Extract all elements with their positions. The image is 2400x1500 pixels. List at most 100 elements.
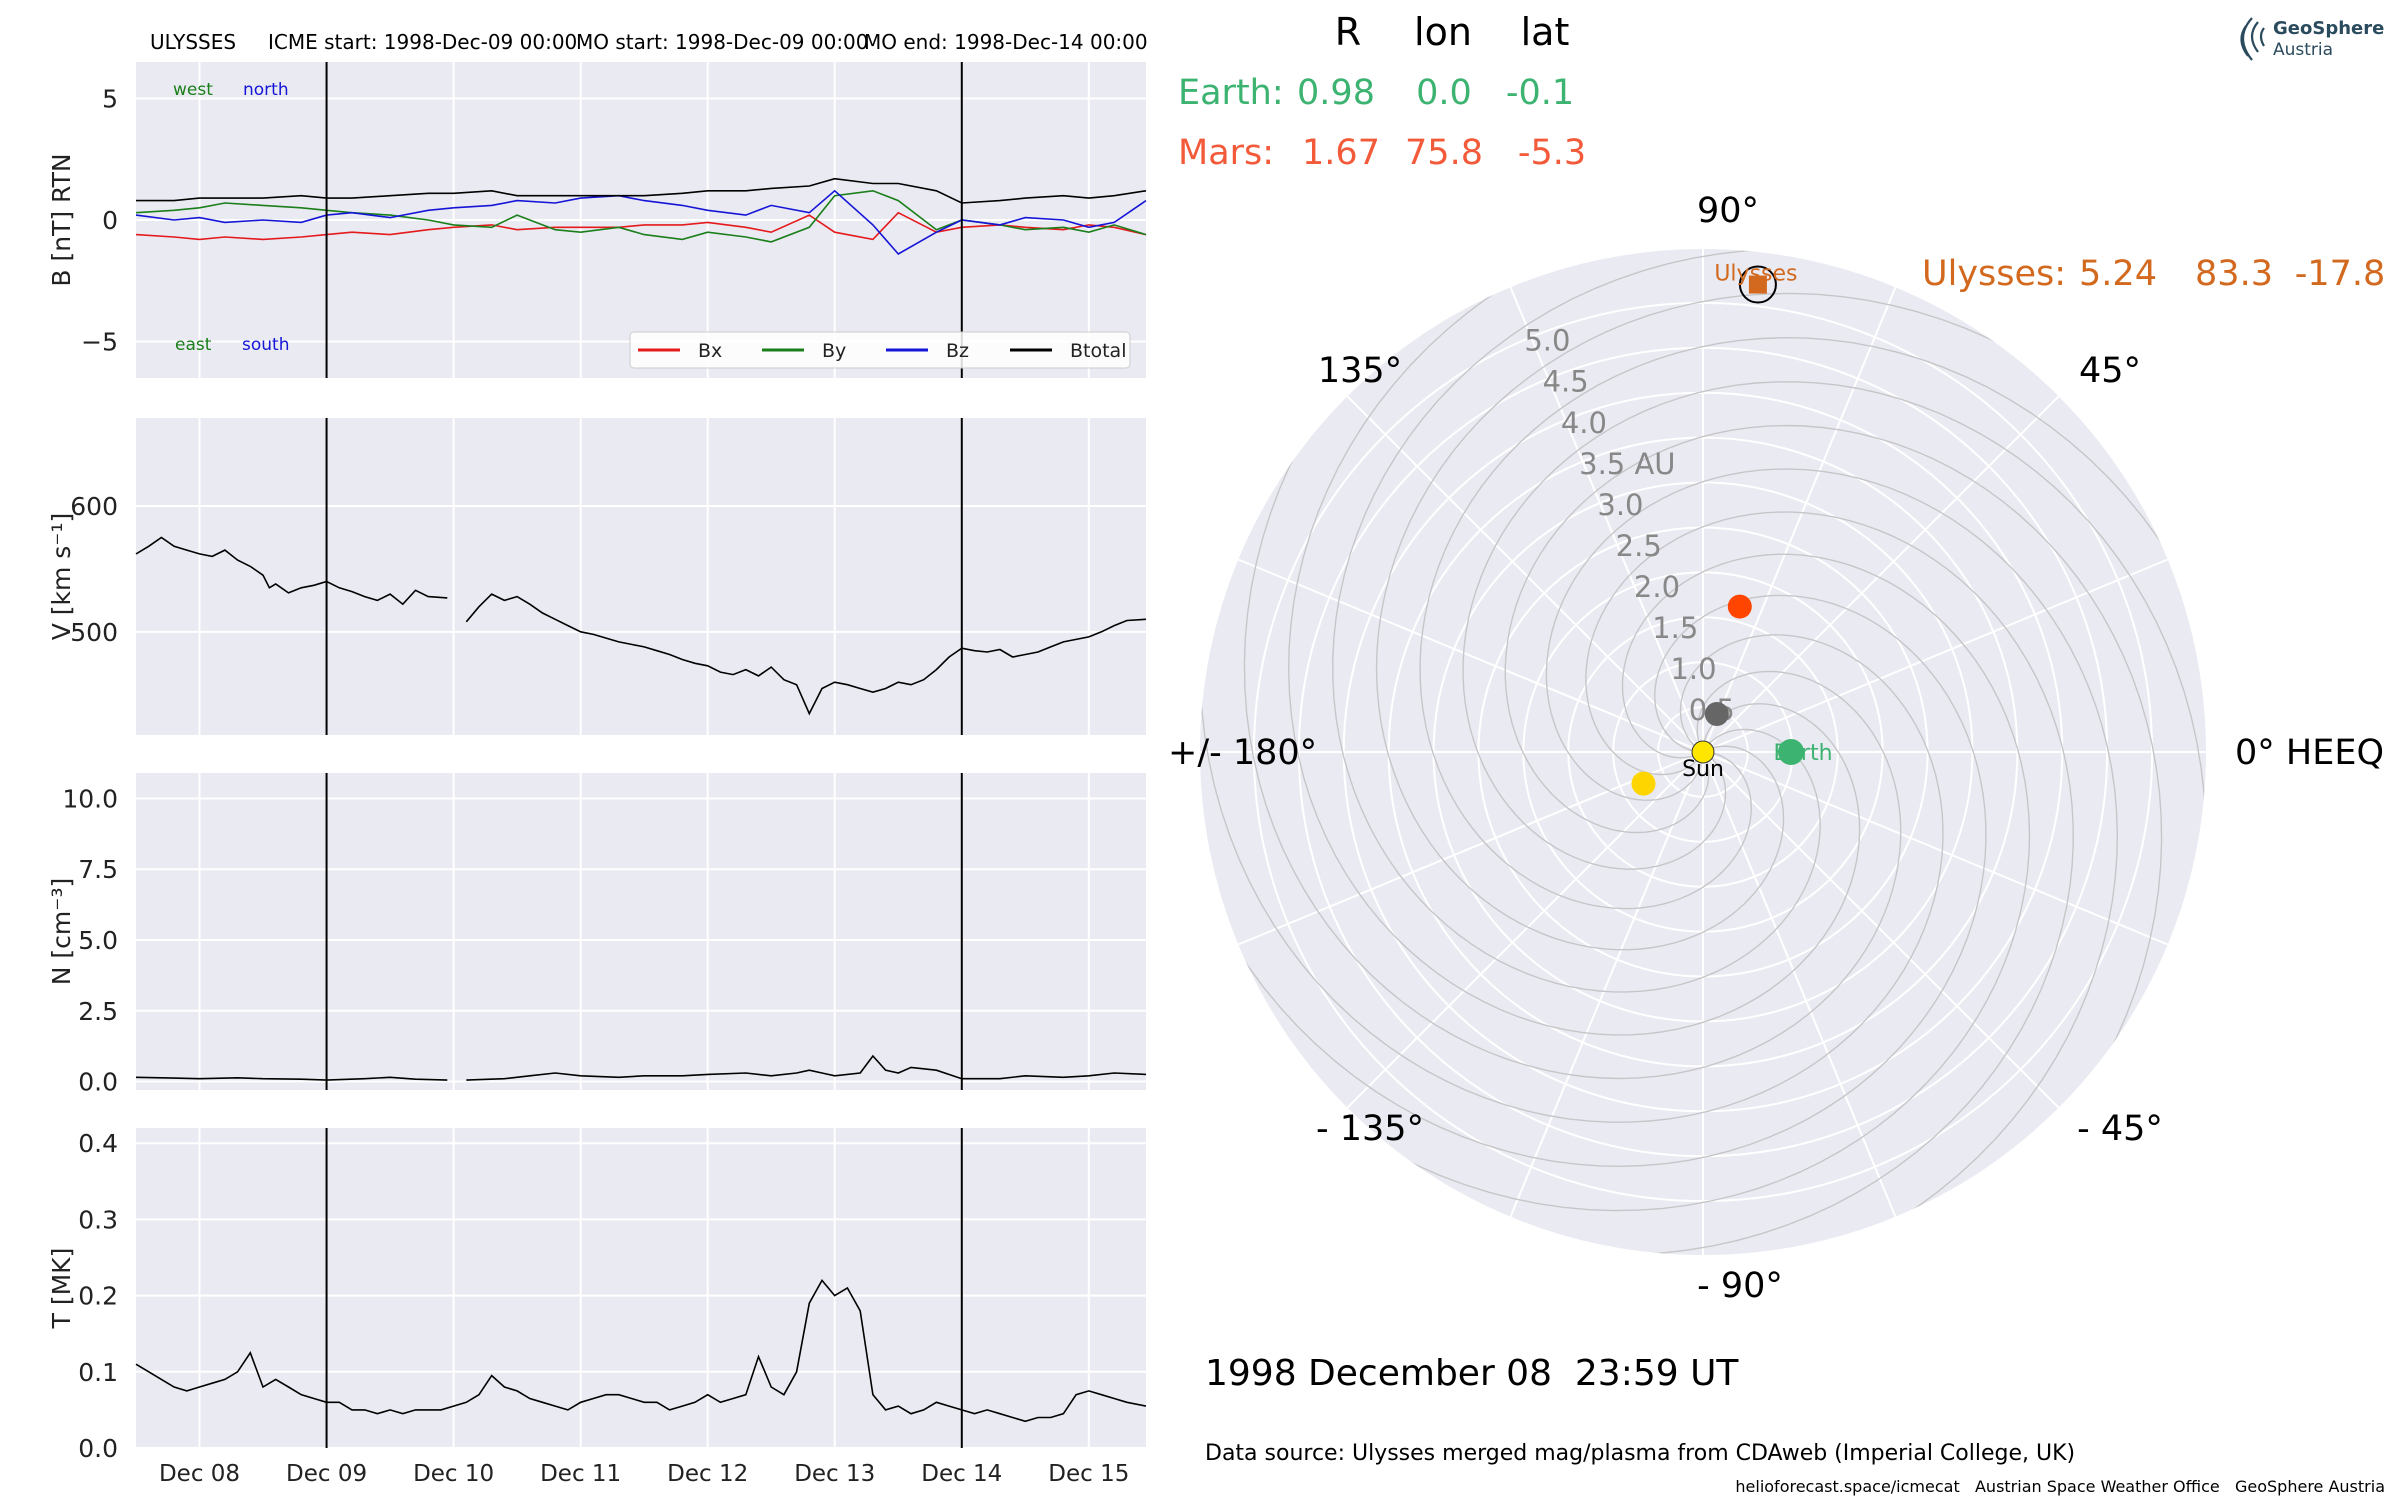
radial-tick-label: 1.5: [1652, 611, 1698, 645]
spacecraft-name: ULYSSES: [150, 30, 236, 54]
datetime-label: 1998 December 08 23:59 UT: [1205, 1353, 1739, 1394]
panel-n-background: [136, 773, 1146, 1090]
mo-start-label: MO start: 1998-Dec-09 00:00: [576, 30, 869, 54]
xtick-label: Dec 12: [667, 1461, 748, 1487]
polar-spoke: [1702, 286, 1897, 753]
ulysses-row-lat: -17.8: [2295, 254, 2386, 294]
position-table: R lon lat Earth: 0.98 0.0 -0.1 Mars: 1.6…: [1178, 10, 2385, 294]
ulysses-label: Ulysses: [1714, 262, 1797, 287]
panel-t-ytick-label: 0.1: [78, 1358, 118, 1387]
panel-t-ytick-label: 0.2: [78, 1282, 118, 1311]
annotation-east: east: [175, 335, 212, 355]
series-line-n-seg0: [135, 1076, 448, 1081]
panel-t-ylabel: T [MK]: [47, 1248, 76, 1330]
panel-b-ytick-label: 5: [102, 84, 118, 113]
panel-t-ytick-label: 0.0: [78, 1434, 118, 1463]
panel-b-ylabel: B [nT] RTN: [47, 153, 76, 286]
panel-b-ytick-label: −5: [81, 328, 118, 357]
polar-orbit-plot: 0.51.01.52.02.53.03.5 AU4.04.55.090°45°0…: [1168, 191, 2384, 1306]
logo-line2: Austria: [2273, 40, 2333, 60]
xtick-label: Dec 11: [540, 1461, 621, 1487]
parker-spiral-line: [1375, 292, 2015, 951]
angle-label: - 135°: [1316, 1109, 1424, 1149]
radial-tick-label: 1.0: [1670, 652, 1716, 686]
ulysses-row-label: Ulysses:: [1922, 254, 2066, 294]
earth-row-lat: -0.1: [1506, 73, 1574, 113]
series-line-n-seg1: [466, 1054, 1147, 1081]
parker-spiral-line: [1462, 381, 2206, 870]
xtick-label: Dec 13: [794, 1461, 875, 1487]
panel-t: 0.4 0.3 0.2 0.1 0.0 T [MK] Dec 08 Dec 09 Dec 10 D…: [47, 1128, 1147, 1487]
earth-row-r: 0.98: [1297, 73, 1375, 113]
legend-box: [629, 331, 1131, 369]
radial-tick-label: 4.5: [1543, 365, 1589, 399]
xtick-label: Dec 08: [159, 1461, 240, 1487]
angle-label: 0° HEEQ: [2235, 733, 2384, 773]
panel-n-ytick-label: 10.0: [62, 784, 118, 813]
yellow-body-marker: [1631, 771, 1656, 796]
radial-tick-label: 4.0: [1561, 406, 1607, 440]
panel-t-background: [136, 1128, 1146, 1448]
sun-label: Sun: [1682, 757, 1724, 782]
table-header-lon: lon: [1414, 10, 1472, 54]
angle-label: 135°: [1318, 351, 1402, 391]
panel-v-ylabel: V [km s⁻¹]: [47, 513, 76, 641]
parker-spiral-line: [1200, 634, 1944, 1123]
radial-tick-label: 5.0: [1524, 324, 1570, 358]
parker-spiral-line: [1287, 281, 1861, 1036]
earth-row-lon: 0.0: [1416, 73, 1472, 113]
mars-marker: [1727, 594, 1752, 619]
panel-v-background: [136, 418, 1146, 735]
polar-spoke: [1702, 395, 2060, 753]
parker-spirals: [1200, 249, 2206, 1255]
panel-n-ytick-label: 5.0: [78, 926, 118, 955]
polar-spoke: [1702, 558, 2169, 753]
angle-label: 90°: [1697, 191, 1759, 231]
panel-t-ytick-label: 0.3: [78, 1205, 118, 1234]
earth-row-label: Earth:: [1178, 73, 1284, 113]
radial-tick-label: 3.5 AU: [1579, 447, 1675, 481]
radial-tick-label: 2.0: [1634, 570, 1680, 604]
parker-spiral-line: [1232, 594, 1987, 1168]
series-line-t: [135, 1278, 1147, 1423]
angle-label: +/- 180°: [1168, 733, 1317, 773]
panel-n-ytick-label: 0.0: [78, 1068, 118, 1097]
logo-swirl-icon: [2240, 17, 2265, 61]
ulysses-marker: [1748, 275, 1767, 294]
table-header-r: R: [1335, 10, 1361, 54]
polar-spoke: [1509, 751, 1704, 1218]
series-line-Bx: [135, 211, 1147, 241]
legend-label-Bx: Bx: [698, 340, 722, 362]
polar-spoke: [1702, 751, 1897, 1218]
ulysses-ring-marker: [1738, 265, 1777, 304]
xtick-label: Dec 14: [921, 1461, 1002, 1487]
geosphere-logo: GeoSphere Austria: [2240, 17, 2384, 61]
parker-spiral-line: [1545, 468, 2119, 1223]
panel-b: 5 0 −5 B [nT] RTN west north east south Bx By Bz Bt…: [47, 62, 1147, 378]
xtick-label: Dec 09: [286, 1461, 367, 1487]
parker-spiral-line: [1243, 440, 1902, 1080]
radial-tick-label: 2.5: [1616, 529, 1662, 563]
credits-label: helioforecast.space/icmecat Austrian Spa…: [1735, 1477, 2385, 1496]
radial-tick-label: 3.0: [1597, 488, 1643, 522]
earth-marker: [1778, 739, 1805, 765]
legend-label-Bz: Bz: [946, 340, 969, 362]
polar-spoke: [1346, 395, 1704, 753]
mars-row-lat: -5.3: [1518, 133, 1586, 173]
data-source-label: Data source: Ulysses merged mag/plasma f…: [1205, 1441, 2075, 1466]
polar-spoke: [1346, 751, 1704, 1109]
parker-spiral-line: [1391, 553, 2031, 1212]
logo-line1: GeoSphere: [2273, 18, 2384, 39]
series-line-Bz: [135, 189, 1147, 256]
xtick-label: Dec 10: [413, 1461, 494, 1487]
angle-label: - 90°: [1697, 1266, 1783, 1306]
panel-v-ytick-label: 600: [70, 492, 118, 521]
mars-row-lon: 75.8: [1405, 133, 1483, 173]
angle-label: 45°: [2079, 351, 2141, 391]
legend-label-Btotal: Btotal: [1070, 340, 1126, 362]
legend: Bx By Bz Btotal: [629, 331, 1131, 369]
series-line-Btotal: [136, 177, 1147, 204]
angle-label: - 45°: [2077, 1109, 2163, 1149]
